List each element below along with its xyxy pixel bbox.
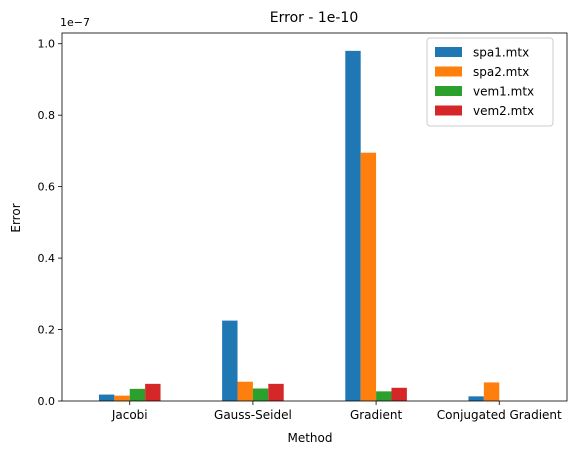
bar-vem1-mtx-2: [376, 391, 392, 401]
bar-vem2-mtx-1: [268, 383, 284, 401]
legend-label: vem1.mtx: [473, 85, 534, 99]
y-tick-label: 0.2: [38, 324, 56, 337]
legend-label: vem2.mtx: [473, 104, 534, 118]
y-offset-label: 1e−7: [60, 16, 90, 29]
bar-vem2-mtx-0: [145, 383, 161, 401]
bar-spa1-mtx-1: [222, 320, 238, 401]
bar-spa1-mtx-0: [98, 394, 115, 401]
bar-spa1-mtx-2: [345, 50, 361, 402]
y-axis-label: Error: [9, 203, 23, 232]
legend-box: [426, 37, 554, 127]
bar-spa2-mtx-2: [360, 152, 377, 401]
x-tick-label: Conjugated Gradient: [437, 408, 562, 422]
legend-label: spa2.mtx: [473, 65, 529, 79]
bar-spa1-mtx-3: [468, 396, 484, 401]
y-tick-label: 0.4: [38, 252, 56, 265]
bars-group: [98, 50, 500, 402]
chart-title: Error - 1e-10: [270, 10, 358, 26]
legend-swatch: [435, 66, 462, 77]
bar-spa2-mtx-1: [237, 381, 253, 401]
y-tick-label: 0.8: [38, 109, 56, 122]
plot-frame: [61, 32, 568, 402]
legend-swatch: [435, 86, 462, 96]
legend-label: spa1.mtx: [473, 46, 529, 60]
y-axis: 0.0 0.2 0.4 0.6 0.8 1.0: [38, 38, 62, 408]
bar-spa2-mtx-0: [114, 395, 130, 401]
x-tick-label: Gradient: [350, 408, 403, 422]
x-tick-label: Gauss-Seidel: [214, 408, 292, 422]
legend-swatch: [435, 47, 462, 57]
x-axis: Jacobi Gauss-Seidel Gradient Conjugated Gra…: [111, 401, 562, 422]
y-tick-label: 0.0: [38, 395, 56, 408]
legend: spa1.mtx spa2.mtx vem1.mtx vem2.mtx: [426, 37, 554, 127]
bar-vem2-mtx-2: [391, 387, 407, 401]
bar-spa2-mtx-3: [483, 382, 500, 401]
y-tick-label: 1.0: [38, 38, 56, 51]
x-tick-label: Jacobi: [111, 408, 148, 422]
bar-vem1-mtx-1: [252, 388, 269, 401]
x-axis-label: Method: [287, 431, 332, 445]
y-tick-label: 0.6: [38, 181, 56, 194]
bar-vem1-mtx-0: [129, 388, 146, 401]
legend-swatch: [435, 105, 462, 116]
